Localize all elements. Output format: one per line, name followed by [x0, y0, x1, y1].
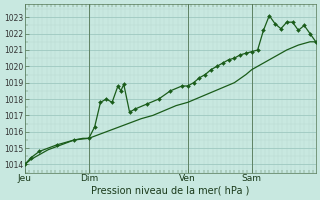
- X-axis label: Pression niveau de la mer( hPa ): Pression niveau de la mer( hPa ): [91, 186, 250, 196]
